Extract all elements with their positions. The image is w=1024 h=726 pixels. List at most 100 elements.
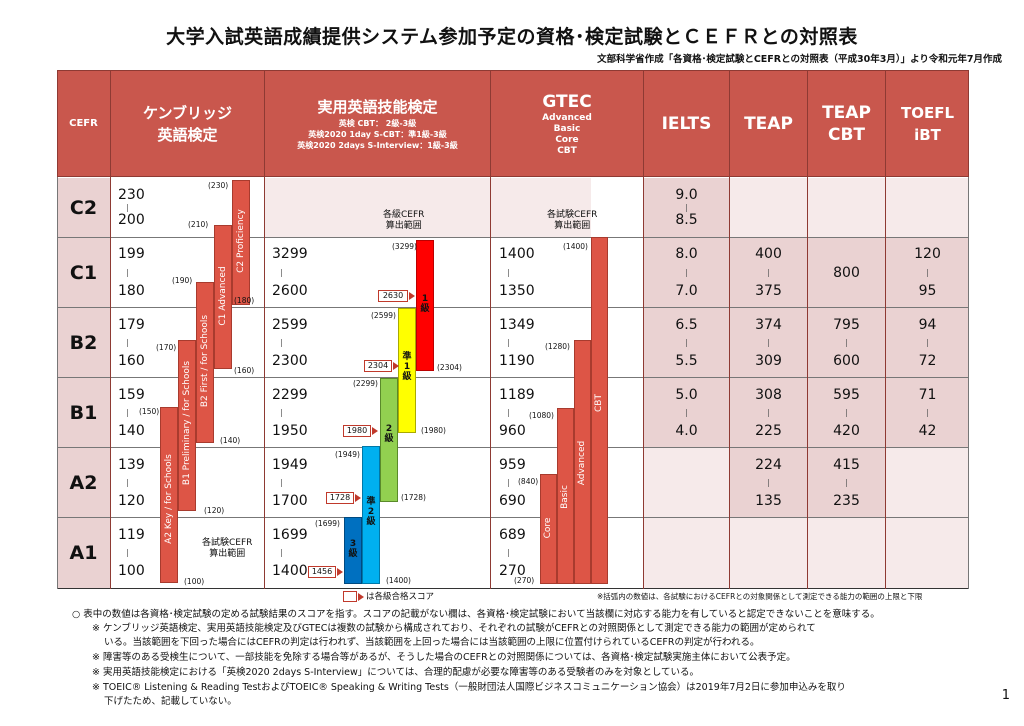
cambridge-bar-label: A2 Key / for Schools — [164, 454, 174, 544]
eiken-score: 1400 — [272, 563, 308, 579]
cambridge-bar-bottom: (180) — [234, 296, 255, 305]
cambridge-bar-top: (170) — [156, 343, 177, 352]
eiken-score: 1700 — [272, 493, 308, 509]
ielts-score: 8.5 — [675, 212, 698, 228]
range-tick: | — [507, 478, 510, 487]
eiken-grade-pre2-bottom: (1400) — [386, 576, 411, 585]
eiken-grade-2-label: 2級 — [384, 424, 394, 444]
range-tick: | — [845, 478, 848, 487]
gtec-score: 1190 — [499, 353, 535, 369]
gtec-bar-label: Basic — [560, 485, 570, 509]
range-tick: | — [926, 338, 929, 347]
toefl-score: 42 — [918, 423, 937, 439]
eiken-note: 各級CEFR 算出範囲 — [383, 210, 425, 231]
cambridge-bar-a2 — [160, 407, 178, 583]
eiken-grade-3-top: (1699) — [315, 519, 340, 528]
teap-score: 308 — [755, 387, 782, 403]
gtec-bar-label: Core — [543, 517, 553, 539]
eiken-grade-1-bottom: (2304) — [437, 363, 462, 372]
cambridge-bar-top: (190) — [172, 276, 193, 285]
cambridge-bar-label: B2 First / for Schools — [200, 314, 210, 408]
eiken-grade-1-pass-flag: 2630 — [378, 290, 415, 302]
eiken-grade-pre2-top: (1949) — [335, 450, 360, 459]
eiken-grade-pre1-top: (2599) — [371, 311, 396, 320]
gtec-bar-top: (840) — [518, 477, 539, 486]
cambridge-bar-top: (150) — [139, 407, 160, 416]
cambridge-score: 230 — [118, 187, 145, 203]
eiken-score: 1950 — [272, 423, 308, 439]
cambridge-bar-bottom: (120) — [204, 506, 225, 515]
eiken-grade-1-label: 1級 — [420, 294, 430, 314]
cefr-level-a2: A2 — [69, 472, 98, 494]
eiken-score: 1949 — [272, 457, 308, 473]
eiken-grade-pre1-bottom: (1980) — [421, 426, 446, 435]
eiken-grade-pre1-label: 準1級 — [402, 352, 412, 382]
header-teap: TEAP — [744, 113, 793, 134]
teapcbt-score: 415 — [833, 457, 860, 473]
range-tick: | — [126, 408, 129, 417]
header-toefl: TOEFL iBT — [900, 103, 955, 144]
teapcbt-score: 420 — [833, 423, 860, 439]
cambridge-bar-b1 — [178, 340, 196, 511]
range-tick: | — [507, 408, 510, 417]
range-tick: | — [767, 408, 770, 417]
header-eiken: 実用英語技能検定 英検 CBT： 2級-3級 英検2020 1day S-CBT：… — [297, 98, 458, 150]
gtec-bar-bottom: (270) — [514, 576, 535, 585]
ielts-score: 9.0 — [675, 187, 698, 203]
cambridge-score: 179 — [118, 317, 145, 333]
teap-score: 309 — [755, 353, 782, 369]
cambridge-score: 160 — [118, 353, 145, 369]
range-tick: | — [845, 338, 848, 347]
range-tick: | — [126, 478, 129, 487]
ielts-score: 6.5 — [675, 317, 698, 333]
gtec-score: 1400 — [499, 246, 535, 262]
gtec-bar-core — [540, 474, 557, 584]
gtec-score: 959 — [499, 457, 526, 473]
eiken-score: 2299 — [272, 387, 308, 403]
eiken-grade-2-bottom: (1728) — [401, 493, 426, 502]
range-tick: | — [280, 478, 283, 487]
eiken-grade-1-bar — [416, 240, 434, 371]
cambridge-score: 120 — [118, 493, 145, 509]
toefl-score: 71 — [918, 387, 937, 403]
teapcbt-score: 600 — [833, 353, 860, 369]
eiken-grade-pre1-pass-flag: 2304 — [364, 360, 399, 372]
eiken-grade-2-top: (2299) — [353, 379, 378, 388]
cambridge-bar-top: (230) — [208, 181, 229, 190]
c2-empty-cells — [730, 178, 969, 237]
cambridge-score: 159 — [118, 387, 145, 403]
eiken-score: 2300 — [272, 353, 308, 369]
teap-score: 225 — [755, 423, 782, 439]
teap-score: 400 — [755, 246, 782, 262]
header-gtec: GTEC Advanced Basic Core CBT — [542, 91, 592, 156]
teap-score: 135 — [755, 493, 782, 509]
teap-score: 375 — [755, 283, 782, 299]
range-tick: | — [767, 338, 770, 347]
gtec-bar-top: (1400) — [563, 242, 588, 251]
range-tick: | — [126, 548, 129, 557]
gtec-score: 689 — [499, 527, 526, 543]
source-note: 文部科学省作成「各資格･検定試験とCEFRとの対照表（平成30年3月）」より令和… — [597, 54, 1002, 65]
cambridge-bar-label: B1 Preliminary / for Schools — [182, 360, 192, 486]
range-tick: | — [685, 267, 688, 277]
ielts-empty — [644, 448, 729, 588]
teap-score: 374 — [755, 317, 782, 333]
range-tick: | — [767, 267, 770, 277]
teapcbt-score: 235 — [833, 493, 860, 509]
gtec-bar-label: Advanced — [577, 440, 587, 486]
toefl-empty — [886, 448, 969, 588]
gtec-c2-empty — [491, 178, 591, 237]
cambridge-score: 119 — [118, 527, 145, 543]
footnote: ○ 表中の数値は各資格･検定試験の定める試験結果のスコアを指す。スコアの記載がな… — [72, 609, 880, 620]
footnote: ※ 障害等のある受検生について、一部技能を免除する場合等があるが、そうした場合の… — [92, 652, 796, 663]
pass-score-legend: は各級合格スコア — [366, 592, 435, 602]
eiken-grade-pre2-bar — [362, 446, 380, 584]
toefl-score: 95 — [918, 283, 937, 299]
ielts-score: 5.5 — [675, 353, 698, 369]
cefr-level-c2: C2 — [69, 197, 98, 219]
eiken-score: 2600 — [272, 283, 308, 299]
gtec-score: 270 — [499, 563, 526, 579]
eiken-grade-pre1-bar — [398, 308, 416, 433]
eiken-score: 3299 — [272, 246, 308, 262]
cambridge-score: 139 — [118, 457, 145, 473]
